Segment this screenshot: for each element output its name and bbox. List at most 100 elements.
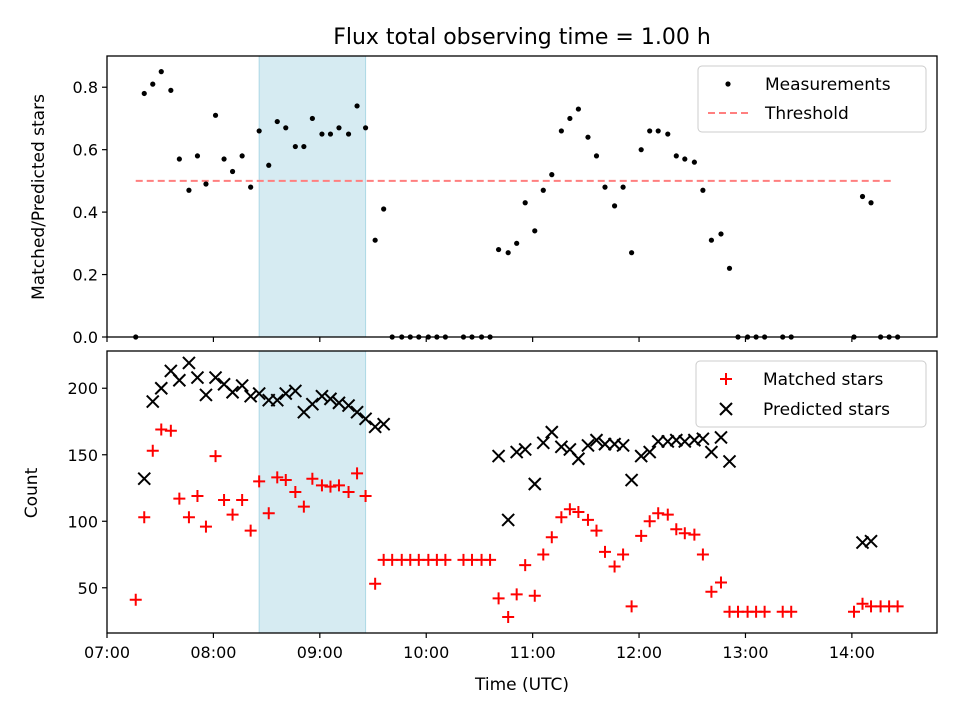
measurement-point [309, 115, 315, 122]
observing-window-span [258, 55, 367, 338]
matched-star-point [289, 486, 302, 498]
measurement-point [522, 200, 528, 206]
legend-cross-icon [719, 402, 733, 416]
matched-star-point [297, 500, 310, 513]
measurement-point [700, 187, 706, 193]
measurement-point [665, 131, 671, 137]
top-x-ticks [106, 337, 853, 342]
matched-star-point [164, 424, 177, 437]
measurement-point [229, 168, 236, 175]
matched-star-point [696, 548, 709, 561]
predicted-star-point [616, 438, 630, 453]
x-axis-label: Time (UTC) [474, 675, 569, 695]
predicted-star-point [581, 438, 595, 453]
measurement-point [682, 156, 688, 162]
matched-star-point [129, 593, 142, 606]
chart-title: Flux total observing time = 1.00 h [333, 25, 711, 50]
matched-star-point [519, 559, 532, 572]
predicted-star-point [554, 440, 569, 454]
matched-star-point [856, 597, 869, 610]
predicted-star-point [199, 388, 213, 402]
measurement-point [150, 81, 156, 87]
predicted-star-point [704, 445, 719, 459]
predicted-star-point [696, 432, 710, 446]
matched-star-point [146, 444, 159, 457]
top-y-ticks: 0.0 0.2 0.4 0.6 0.8 [73, 78, 107, 347]
matched-star-point [590, 524, 603, 537]
x-tick-label: 11:00 [510, 643, 556, 662]
matched-star-point [545, 531, 558, 544]
x-tick-label: 08:00 [190, 643, 236, 662]
matched-star-point [351, 467, 364, 480]
bottom-axes-frame [106, 350, 938, 634]
matched-star-point [359, 489, 372, 502]
matched-star-point [191, 489, 204, 502]
measurement-point [691, 159, 697, 165]
matched-star-point [537, 548, 550, 561]
matched-star-point [688, 528, 701, 541]
measurement-point [327, 131, 334, 137]
predicted-star-point [332, 396, 346, 410]
matched-star-point [209, 450, 222, 463]
measurement-point [602, 184, 608, 190]
measurement-point [319, 131, 325, 137]
measurement-point [505, 250, 511, 256]
measurement-point [585, 134, 591, 140]
measurement-point [629, 250, 635, 256]
measurement-point [336, 125, 342, 131]
measurement-point [362, 125, 369, 131]
predicted-star-point [598, 437, 612, 451]
predicted-star-point [208, 370, 223, 385]
matched-star-point [705, 585, 718, 598]
y-tick-label: 0.6 [73, 141, 98, 160]
matched-star-point [492, 592, 505, 605]
measurement-point [868, 200, 874, 206]
measurement-point [212, 112, 219, 118]
x-tick-label: 10:00 [403, 643, 449, 662]
matched-star-point [891, 600, 904, 613]
predicted-star-point [545, 425, 559, 439]
bottom-legend-box [695, 360, 927, 428]
predicted-star-point [368, 420, 382, 434]
predicted-star-point [146, 394, 160, 409]
matched-star-point [643, 515, 656, 528]
predicted-star-point [252, 386, 266, 401]
predicted-star-point [509, 445, 524, 459]
matched-star-point [439, 553, 452, 566]
measurement-point [567, 115, 573, 122]
bottom-y-axis-label: Count [22, 467, 42, 518]
predicted-star-point [288, 384, 303, 398]
measurement-point [532, 228, 538, 234]
matched-star-point [670, 523, 683, 536]
x-tick-label: 07:00 [84, 643, 130, 662]
top-legend-box [697, 65, 927, 133]
legend-dot-icon [725, 81, 731, 87]
predicted-star-point [270, 393, 284, 407]
top-y-axis-label: Matched/Predicted stars [29, 94, 49, 300]
matched-star-point [661, 508, 674, 521]
matched-star-point [484, 553, 497, 566]
predicted-star-point [190, 370, 205, 385]
predicted-star-point [634, 449, 648, 463]
predicted-star-point [350, 405, 364, 419]
y-tick-label: 0.8 [73, 78, 98, 97]
measurement-point [859, 193, 866, 200]
matched-star-point [173, 492, 186, 505]
measurement-point [593, 153, 600, 159]
matched-star-point [138, 511, 151, 524]
matched-star-point [244, 524, 257, 537]
predicted-star-point [589, 433, 604, 447]
matched-star-point [199, 520, 212, 533]
y-tick-label: 0.0 [73, 328, 98, 347]
predicted-star-point [154, 381, 168, 395]
measurement-point [176, 156, 182, 162]
predicted-star-point [243, 389, 258, 403]
measurement-point [575, 106, 581, 112]
predicted-star-point [235, 378, 249, 393]
predicted-star-point [571, 452, 586, 466]
measurement-point [239, 153, 245, 159]
y-tick-label: 100 [67, 512, 98, 531]
predicted-star-point [722, 454, 737, 469]
bottom-x-ticks: 07:00 08:00 09:00 10:00 11:00 12:00 13:00 14:00 [84, 633, 875, 662]
predicted-star-points [137, 356, 878, 550]
